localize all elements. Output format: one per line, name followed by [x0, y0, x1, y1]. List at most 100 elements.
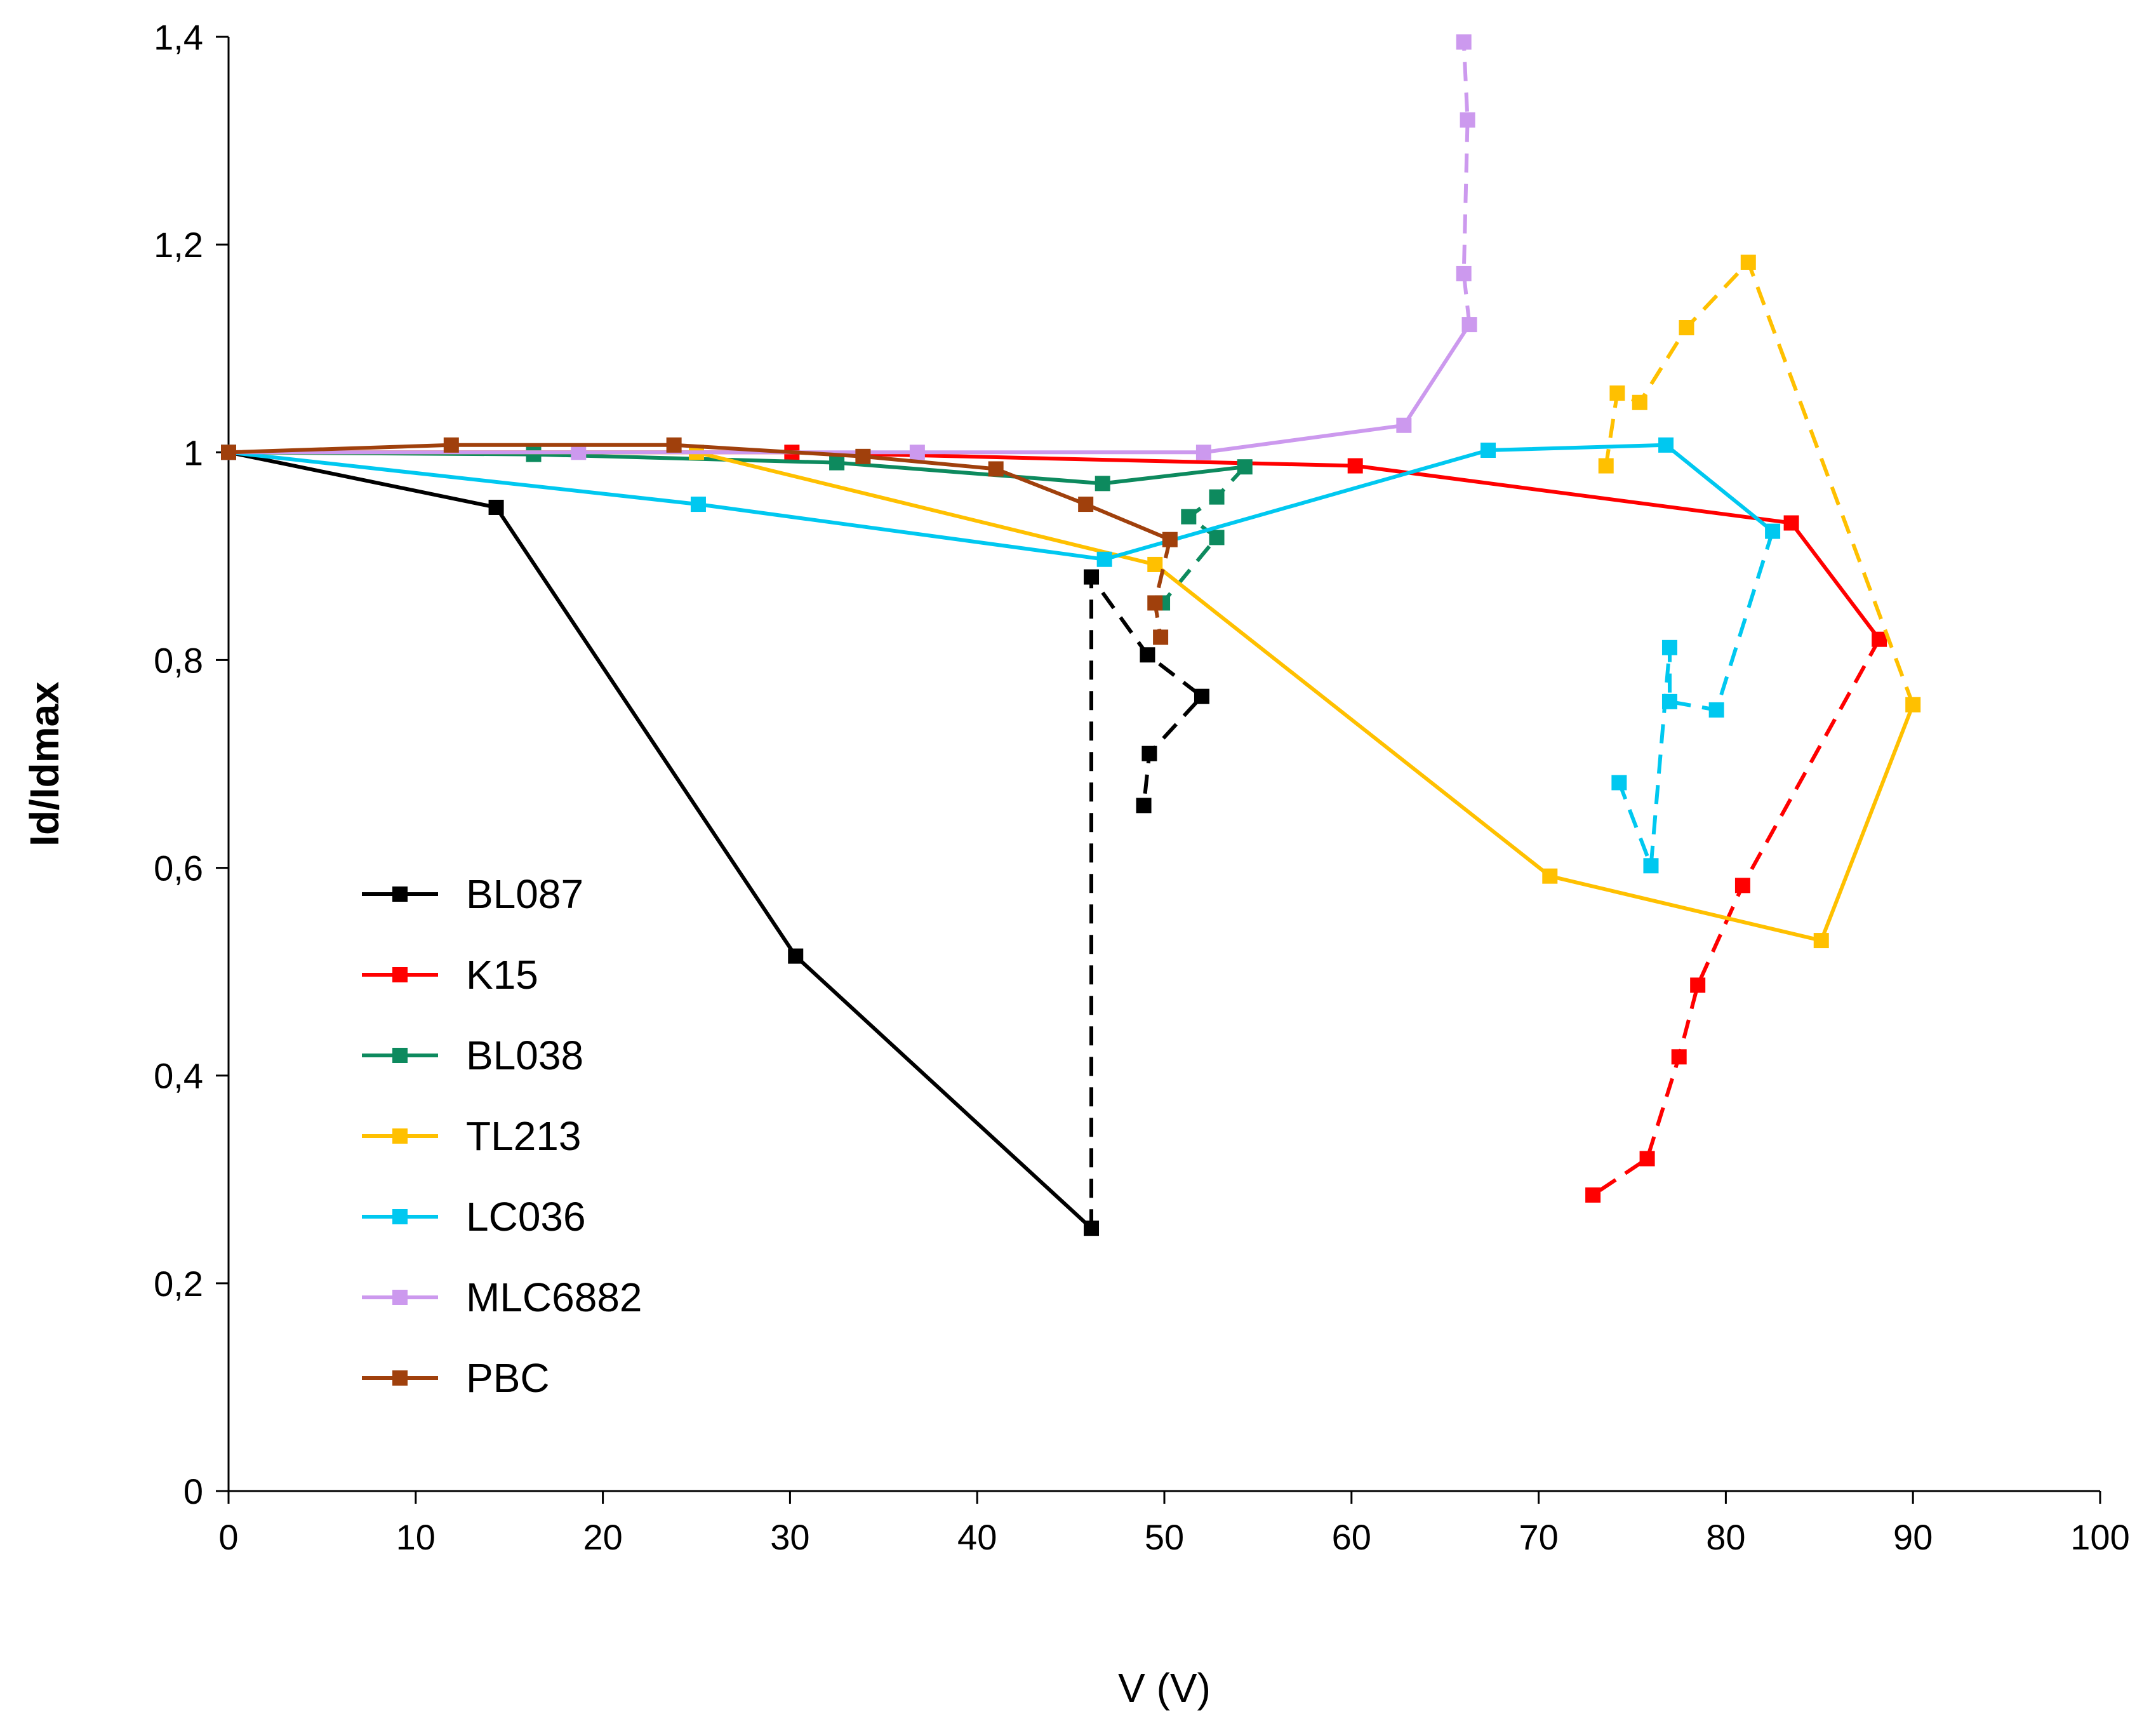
data-point — [1708, 702, 1724, 718]
series-line-dashed — [1617, 530, 1774, 868]
data-point — [1542, 868, 1558, 884]
y-ticks: 0 0,2 0,4 0,6 0,8 1 1,2 1,4 — [154, 17, 229, 1511]
x-axis-title: V (V) — [1118, 1665, 1211, 1711]
data-point — [1813, 933, 1829, 949]
data-point — [1643, 858, 1659, 874]
x-tick-label: 0 — [218, 1517, 238, 1557]
data-point — [1096, 551, 1112, 567]
series-k15 — [221, 445, 1887, 1203]
x-tick-label: 40 — [957, 1517, 997, 1557]
data-point — [1084, 569, 1100, 585]
data-point — [1460, 112, 1475, 128]
data-point — [988, 461, 1004, 477]
x-tick-label: 30 — [770, 1517, 809, 1557]
data-point — [1481, 443, 1496, 458]
data-point — [1209, 489, 1225, 505]
data-point — [1195, 445, 1211, 460]
series-line-solid — [229, 450, 1915, 943]
y-tick-label: 0,4 — [154, 1056, 203, 1096]
legend-item-lc036: LC036 — [362, 1194, 586, 1240]
data-point — [788, 948, 804, 964]
legend-item-bl087: BL087 — [362, 871, 583, 917]
data-point — [1347, 458, 1363, 474]
data-point — [221, 445, 236, 460]
data-point — [1905, 697, 1921, 712]
series-mlc6882 — [221, 34, 1477, 460]
data-point — [1679, 320, 1694, 335]
legend-marker — [392, 1048, 408, 1063]
data-point — [1661, 693, 1677, 709]
data-point — [909, 445, 925, 460]
series-line-dashed — [1461, 42, 1472, 325]
data-point — [1639, 1151, 1655, 1167]
series-line-dashed — [1153, 539, 1172, 638]
data-point — [1611, 775, 1627, 791]
x-tick-label: 90 — [1893, 1517, 1933, 1557]
legend-label: K15 — [466, 952, 538, 998]
data-point — [1585, 1187, 1601, 1203]
legend: BL087 K15 BL038 TL213 LC036 MLC6882 PBC — [362, 871, 642, 1401]
data-point — [855, 448, 871, 464]
data-point — [666, 437, 682, 453]
data-point — [1783, 515, 1799, 531]
data-point — [1598, 458, 1614, 474]
x-tick-label: 10 — [396, 1517, 436, 1557]
x-tick-label: 70 — [1519, 1517, 1558, 1557]
data-point — [1141, 746, 1157, 761]
data-point — [1140, 647, 1155, 663]
data-point — [1147, 595, 1163, 611]
data-point — [1872, 631, 1887, 647]
legend-marker — [392, 1290, 408, 1305]
y-tick-label: 0 — [183, 1471, 203, 1511]
series-layer — [221, 34, 1921, 1236]
data-point — [1740, 254, 1756, 270]
data-point — [1084, 1221, 1100, 1236]
series-pbc — [221, 437, 1178, 645]
data-point — [1632, 394, 1647, 410]
series-line-solid — [229, 323, 1472, 455]
series-line-dashed — [1604, 260, 1915, 706]
legend-label: BL087 — [466, 871, 583, 917]
y-tick-label: 1,4 — [154, 17, 203, 57]
data-point — [488, 499, 504, 515]
data-point — [1396, 417, 1412, 433]
data-point — [1734, 878, 1750, 893]
data-point — [1181, 509, 1197, 525]
legend-marker — [392, 1209, 408, 1224]
legend-marker — [392, 886, 408, 902]
x-tick-label: 20 — [583, 1517, 622, 1557]
x-tick-label: 80 — [1706, 1517, 1745, 1557]
data-point — [1658, 437, 1674, 453]
data-point — [1194, 688, 1209, 704]
legend-label: PBC — [466, 1355, 550, 1401]
data-point — [571, 445, 587, 460]
data-point — [443, 437, 459, 453]
legend-item-pbc: PBC — [362, 1355, 550, 1401]
y-tick-label: 1 — [183, 432, 203, 472]
data-point — [1456, 34, 1472, 50]
x-ticks: 0 10 20 30 40 50 60 70 80 90 100 — [218, 1491, 2130, 1557]
data-point — [1456, 265, 1472, 281]
legend-marker — [392, 1370, 408, 1386]
legend-label: TL213 — [466, 1113, 581, 1159]
legend-item-k15: K15 — [362, 952, 538, 998]
data-point — [1237, 459, 1253, 475]
series-tl213 — [221, 254, 1921, 949]
y-tick-label: 0,6 — [154, 848, 203, 888]
series-line-dashed — [1592, 638, 1881, 1197]
data-point — [1153, 629, 1169, 645]
data-point — [526, 446, 542, 462]
legend-item-bl038: BL038 — [362, 1033, 583, 1078]
data-point — [1765, 523, 1781, 539]
x-tick-label: 100 — [2070, 1517, 2129, 1557]
legend-marker — [392, 967, 408, 982]
series-line-dashed — [1089, 575, 1204, 1229]
y-tick-label: 0,2 — [154, 1264, 203, 1304]
legend-label: LC036 — [466, 1194, 586, 1240]
data-point — [1095, 476, 1110, 492]
legend-item-mlc6882: MLC6882 — [362, 1274, 642, 1320]
axes — [227, 37, 2100, 1492]
legend-marker — [392, 1128, 408, 1144]
data-point — [829, 455, 845, 471]
